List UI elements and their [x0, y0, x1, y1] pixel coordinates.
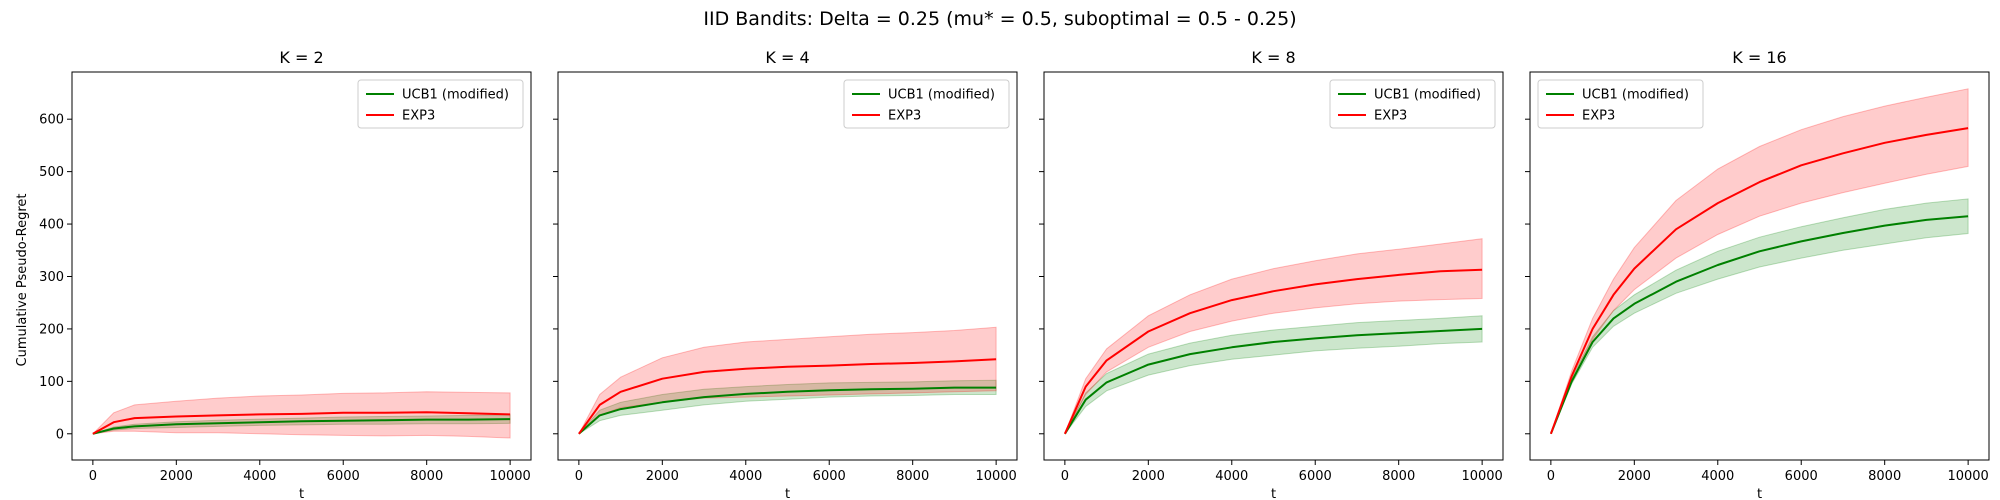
panel-title: K = 16 [1732, 48, 1786, 67]
legend-label: UCB1 (modified) [888, 88, 995, 103]
axes-frame [71, 71, 532, 461]
y-tick-label: 600 [39, 113, 64, 128]
y-axis-label: Cumulative Pseudo-Regret [15, 194, 30, 367]
plot-area [91, 391, 511, 439]
legend-box [357, 79, 524, 129]
legend-label: UCB1 (modified) [1374, 88, 1481, 103]
legend-label: EXP3 [1582, 109, 1615, 124]
panel-2: K = 4 0 2000 4000 6000 8000 10000 t UCB1 (modifi… [553, 48, 1018, 500]
legend-box [1329, 79, 1496, 129]
x-axis-label: t [1271, 487, 1276, 500]
legend: UCB1 (modified) EXP3 [357, 79, 524, 129]
figure-title: IID Bandits: Delta = 0.25 (mu* = 0.5, su… [703, 8, 1296, 30]
axes-frame [1529, 71, 1990, 461]
x-axis-label: t [299, 487, 304, 500]
x-tick-label: 2000 [160, 469, 193, 484]
panel-4: K = 16 0 2000 4000 6000 8000 10000 t UCB1 (modif… [1525, 48, 1990, 500]
confidence-band [578, 326, 997, 435]
axes-frame [1043, 71, 1504, 461]
x-tick-label: 8000 [1868, 469, 1901, 484]
x-tick-label: 10000 [975, 469, 1016, 484]
panel-1: K = 2 0 2000 4000 6000 8000 10000 t 0 100 200 300 40… [39, 48, 532, 500]
series-line [1063, 268, 1483, 435]
panel-3: K = 8 0 2000 4000 6000 8000 10000 t UCB1 (modifi… [1039, 48, 1504, 500]
x-tick-label: 10000 [489, 469, 530, 484]
plot-area [1549, 88, 1969, 435]
legend-box [843, 79, 1010, 129]
y-tick-label: 300 [39, 270, 64, 285]
plot-area [578, 326, 997, 435]
y-tick-label: 0 [56, 427, 64, 442]
confidence-band [1550, 88, 1969, 434]
legend-label: EXP3 [1374, 109, 1407, 124]
x-tick-label: 10000 [1461, 469, 1502, 484]
x-axis-label: t [785, 487, 790, 500]
x-tick-label: 10000 [1947, 469, 1988, 484]
x-tick-label: 2000 [1618, 469, 1651, 484]
series-line [578, 358, 997, 435]
y-tick-label: 100 [39, 375, 64, 390]
x-tick-label: 6000 [1785, 469, 1818, 484]
series-line [1064, 327, 1483, 435]
legend: UCB1 (modified) EXP3 [1329, 79, 1496, 129]
x-tick-label: 6000 [813, 469, 846, 484]
x-tick-label: 2000 [646, 469, 679, 484]
panel-title: K = 8 [1251, 48, 1295, 67]
legend: UCB1 (modified) EXP3 [843, 79, 1010, 129]
x-tick-label: 0 [89, 469, 97, 484]
confidence-band [1064, 238, 1483, 435]
y-tick-label: 400 [39, 218, 64, 233]
x-tick-label: 2000 [1132, 469, 1165, 484]
x-tick-label: 4000 [243, 469, 276, 484]
x-tick-label: 8000 [410, 469, 443, 484]
x-tick-label: 6000 [1299, 469, 1332, 484]
x-tick-label: 4000 [1215, 469, 1248, 484]
legend: UCB1 (modified) EXP3 [1537, 79, 1704, 129]
x-tick-label: 0 [1547, 469, 1555, 484]
x-tick-label: 4000 [729, 469, 762, 484]
legend-label: EXP3 [402, 109, 435, 124]
confidence-band [1550, 198, 1969, 434]
x-tick-label: 8000 [896, 469, 929, 484]
series-line [1549, 215, 1969, 435]
legend-box [1537, 79, 1704, 129]
series-line [578, 386, 997, 435]
legend-label: UCB1 (modified) [402, 88, 509, 103]
axes-frame [557, 71, 1018, 461]
x-tick-label: 6000 [327, 469, 360, 484]
x-axis-label: t [1757, 487, 1762, 500]
y-tick-label: 500 [39, 165, 64, 180]
x-tick-label: 8000 [1382, 469, 1415, 484]
panel-title: K = 2 [279, 48, 323, 67]
series-line [92, 418, 511, 435]
x-tick-label: 0 [1061, 469, 1069, 484]
y-tick-label: 200 [39, 322, 64, 337]
series-line [1549, 127, 1969, 435]
legend-label: UCB1 (modified) [1582, 88, 1689, 103]
x-tick-label: 0 [575, 469, 583, 484]
series-line [92, 411, 511, 435]
plot-area [1063, 238, 1483, 435]
legend-label: EXP3 [888, 109, 921, 124]
x-tick-label: 4000 [1701, 469, 1734, 484]
panel-title: K = 4 [765, 48, 809, 67]
